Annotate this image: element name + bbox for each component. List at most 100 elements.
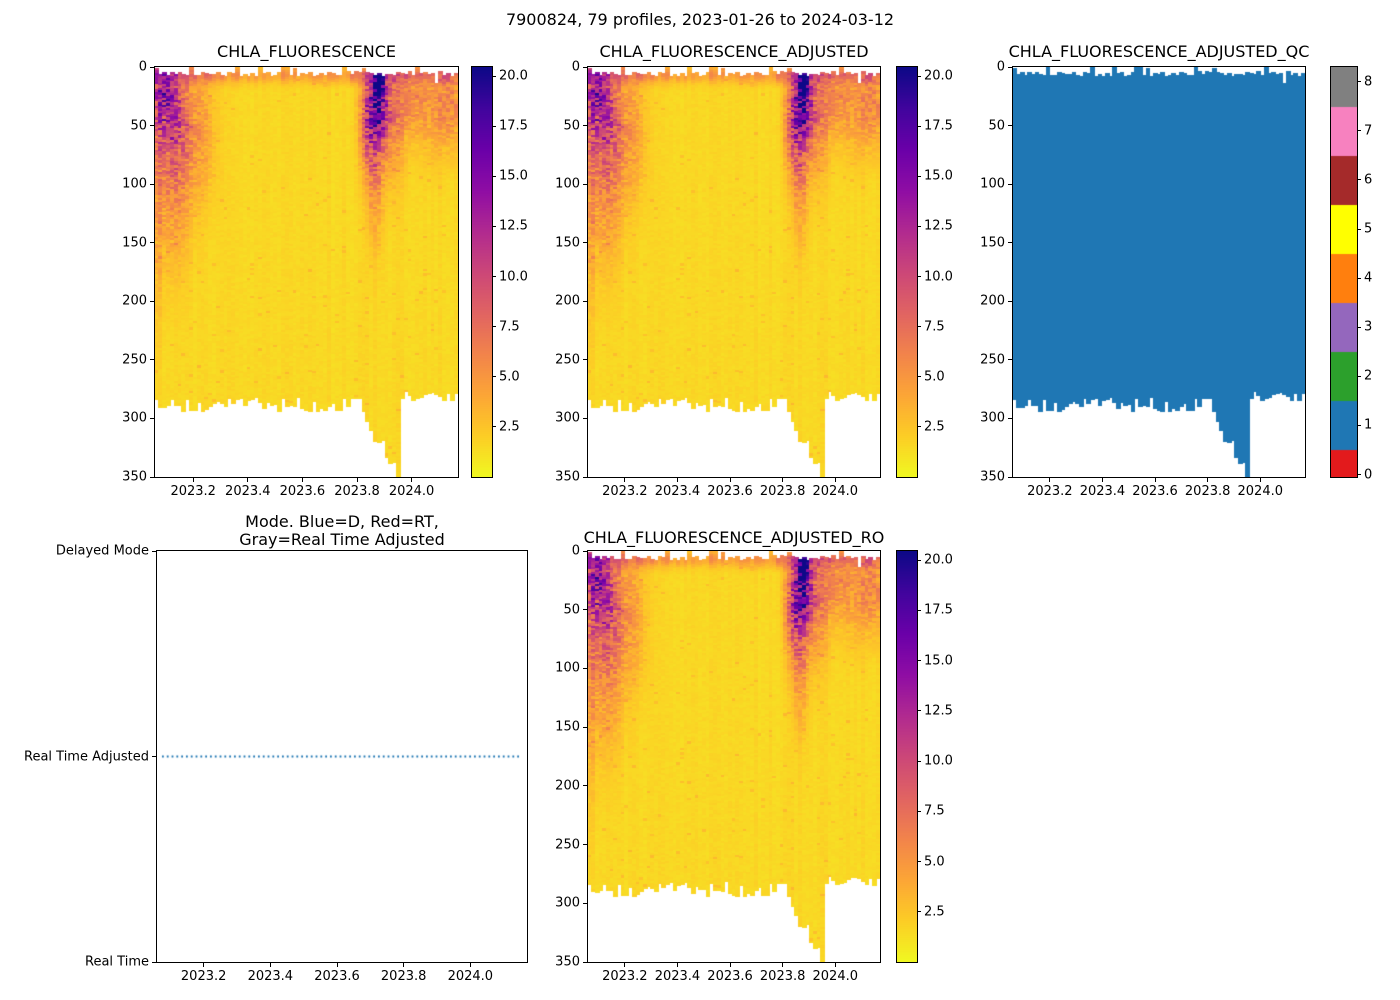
y-tick-label: 300 — [555, 410, 580, 426]
colorbar-tick-label: 2 — [1364, 368, 1373, 384]
y-tick-label: 150 — [555, 719, 580, 735]
y-tick-mark — [583, 476, 587, 478]
x-tick-label: 2024.0 — [1237, 484, 1284, 499]
y-tick-label: 100 — [122, 176, 147, 192]
x-tick-mark — [336, 963, 338, 967]
y-tick-label: 350 — [555, 954, 580, 970]
y-tick-mark — [583, 844, 587, 846]
x-tick-label: 2023.2 — [180, 969, 227, 984]
colorbar-tick-mark — [918, 125, 921, 127]
y-tick-label: 50 — [130, 118, 147, 134]
colorbar-tick-mark — [1358, 277, 1361, 279]
colorbar-tick-label: 7 — [1364, 123, 1373, 139]
chla-fluorescence-adjusted-heatmap-canvas — [587, 66, 881, 478]
x-tick-mark — [624, 478, 626, 482]
x-tick-mark — [1101, 478, 1103, 482]
y-tick-mark — [583, 417, 587, 419]
y-tick-label: 50 — [988, 118, 1005, 134]
x-tick-label: 2023.4 — [654, 969, 701, 984]
colorbar-tick-mark — [1358, 375, 1361, 377]
y-tick-label: 200 — [555, 293, 580, 309]
colorbar-tick-mark — [493, 125, 496, 127]
colorbar-tick-label: 15.0 — [499, 168, 528, 184]
colorbar-tick-mark — [493, 376, 496, 378]
x-tick-label: 2023.6 — [279, 484, 326, 499]
x-tick-mark — [1154, 478, 1156, 482]
y-tick-mark — [583, 359, 587, 361]
y-tick-mark — [1008, 242, 1012, 244]
x-tick-mark — [1207, 478, 1209, 482]
y-tick-label: 200 — [122, 293, 147, 309]
colorbar-tick-label: 20.0 — [924, 552, 953, 568]
y-tick-label: 0 — [571, 59, 580, 75]
y-tick-mark — [150, 417, 154, 419]
colorbar-tick-label: 5.0 — [924, 369, 945, 385]
x-tick-mark — [624, 963, 626, 967]
colorbar-tick-label: 10.0 — [499, 269, 528, 284]
x-tick-mark — [469, 963, 471, 967]
colorbar-tick-label: 7.5 — [924, 803, 945, 819]
colorbar-tick-label: 7.5 — [499, 319, 520, 335]
colorbar-tick-label: 12.5 — [499, 218, 528, 234]
y-tick-label: 150 — [980, 235, 1005, 251]
x-tick-mark — [269, 963, 271, 967]
y-tick-label: 50 — [563, 602, 580, 618]
colorbar-tick-label: 17.5 — [924, 118, 953, 134]
x-tick-mark — [729, 963, 731, 967]
x-tick-mark — [203, 963, 205, 967]
colorbar-tick-mark — [918, 276, 921, 277]
y-tick-mark — [150, 242, 154, 244]
colorbar-tick-mark — [493, 75, 496, 77]
x-tick-mark — [782, 478, 784, 482]
colorbar-tick-mark — [493, 175, 496, 177]
y-tick-label: 350 — [122, 469, 147, 485]
colorbar-tick-mark — [918, 225, 921, 227]
x-tick-label: 2024.0 — [388, 484, 435, 499]
y-tick-label: 300 — [980, 410, 1005, 426]
y-tick-mark — [1008, 125, 1012, 127]
x-tick-label: 2023.4 — [1079, 484, 1126, 499]
colorbar-tick-mark — [493, 225, 496, 227]
colorbar-tick-mark — [918, 559, 921, 561]
colorbar-tick-label: 3 — [1364, 319, 1373, 335]
y-tick-mark — [583, 902, 587, 904]
colorbar-tick-label: 5.0 — [924, 854, 945, 869]
y-tick-label: 300 — [122, 410, 147, 426]
x-tick-label: 2023.8 — [1184, 484, 1231, 499]
y-tick-mark — [152, 756, 156, 757]
colorbar-tick-label: 2.5 — [499, 419, 520, 435]
y-tick-mark — [1008, 183, 1012, 185]
y-tick-mark — [150, 125, 154, 127]
y-tick-mark — [1008, 300, 1012, 302]
x-tick-label: 2023.8 — [759, 484, 806, 499]
y-tick-label: 200 — [980, 293, 1005, 309]
y-tick-mark — [583, 609, 587, 611]
y-tick-label: Delayed Mode — [55, 543, 149, 559]
x-tick-label: 2023.8 — [334, 484, 380, 499]
colorbar-tick-label: 5 — [1364, 221, 1373, 237]
mode-plot-title-line2: Gray=Real Time Adjusted — [239, 530, 445, 549]
colorbar-tick-mark — [918, 760, 921, 762]
colorbar-tick-label: 15.0 — [924, 168, 953, 184]
y-tick-mark — [150, 66, 154, 68]
y-tick-label: 100 — [555, 660, 580, 676]
y-tick-mark — [150, 300, 154, 302]
y-tick-mark — [583, 550, 587, 552]
colorbar-tick-label: 2.5 — [924, 419, 945, 435]
plot-title-chla-fluorescence-adjusted-ro: CHLA_FLUORESCENCE_ADJUSTED_RO — [583, 528, 885, 547]
x-tick-label: 2023.4 — [247, 969, 294, 984]
colorbar-tick-mark — [918, 376, 921, 378]
y-tick-label: 0 — [138, 59, 147, 75]
y-tick-mark — [1008, 476, 1012, 478]
colorbar-tick-label: 8 — [1364, 74, 1373, 90]
y-tick-mark — [583, 66, 587, 68]
chla-fluorescence-adjusted-colorbar-canvas — [896, 66, 918, 478]
colorbar-tick-label: 4 — [1364, 270, 1373, 286]
chla-fluorescence-adjusted-ro-heatmap-canvas — [587, 550, 881, 963]
qc-flag-colorbar-canvas — [1330, 66, 1358, 478]
x-tick-mark — [356, 478, 358, 482]
x-tick-label: 2023.6 — [707, 484, 753, 499]
x-tick-mark — [301, 478, 303, 482]
x-tick-mark — [834, 963, 836, 967]
x-tick-mark — [192, 478, 194, 482]
